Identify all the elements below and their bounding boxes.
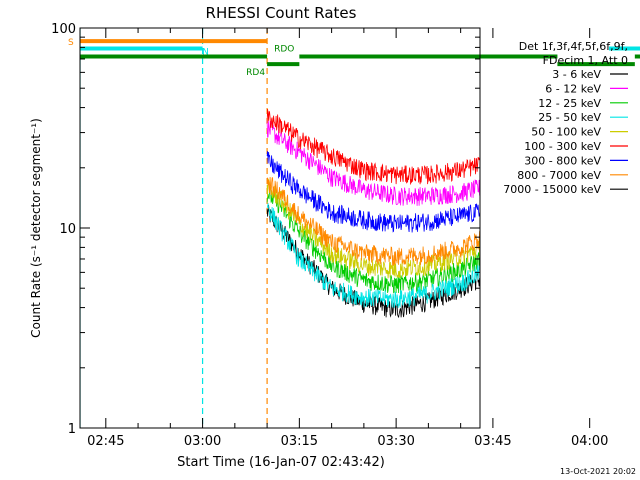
x-tick-label: 03:00: [184, 434, 221, 449]
series-line-6: [266, 151, 480, 233]
legend: Det 1f,3f,4f,5f,6f,9f,FDecim 1, Att 03 -…: [503, 40, 628, 196]
annotation-bar-label: N: [202, 47, 209, 57]
series-line-7: [266, 176, 480, 266]
y-tick-label: 100: [51, 22, 76, 37]
series-line-3: [266, 203, 480, 309]
series-line-4: [266, 178, 480, 279]
annotation-bar-label: RDO: [274, 45, 294, 55]
x-tick-label: 04:00: [571, 434, 608, 449]
series-line-5: [266, 108, 480, 185]
series-line-0: [266, 204, 480, 318]
footer-date: 13-Oct-2021 20:02: [560, 467, 636, 476]
x-tick-label: 03:15: [281, 434, 318, 449]
series-group: [266, 108, 480, 318]
annotation-bar-label: S: [68, 38, 74, 48]
x-tick-label: 03:45: [474, 434, 511, 449]
series-line-1: [266, 120, 480, 206]
x-tick-label: 03:30: [377, 434, 414, 449]
legend-entry-label: 800 - 7000 keV: [517, 169, 601, 182]
legend-entry-label: 25 - 50 keV: [538, 111, 601, 124]
annotation-bar-label: RD4: [246, 68, 265, 78]
y-tick-label: 1: [68, 422, 76, 437]
annotation-bars: S N RDO RD4: [68, 38, 640, 78]
legend-header-line: FDecim 1, Att 0: [543, 54, 628, 67]
y-axis-label: Count Rate (s⁻¹ detector segment⁻¹): [29, 118, 43, 338]
legend-entry-label: 50 - 100 keV: [531, 126, 601, 139]
x-axis-label: Start Time (16-Jan-07 02:43:42): [177, 455, 385, 470]
chart-title: RHESSI Count Rates: [206, 4, 357, 22]
legend-entry-label: 12 - 25 keV: [538, 97, 601, 110]
legend-entry-label: 300 - 800 keV: [524, 154, 601, 167]
x-tick-label: 02:45: [87, 434, 124, 449]
legend-entry-label: 7000 - 15000 keV: [503, 183, 601, 196]
legend-entry-label: 3 - 6 keV: [552, 68, 601, 81]
legend-header-line: Det 1f,3f,4f,5f,6f,9f,: [519, 40, 628, 53]
y-axis-ticks: 1 10 100: [51, 22, 480, 437]
vertical-markers: [80, 28, 268, 428]
y-tick-label: 10: [59, 222, 76, 237]
legend-entry-label: 6 - 12 keV: [545, 82, 601, 95]
legend-entry-label: 100 - 300 keV: [524, 140, 601, 153]
